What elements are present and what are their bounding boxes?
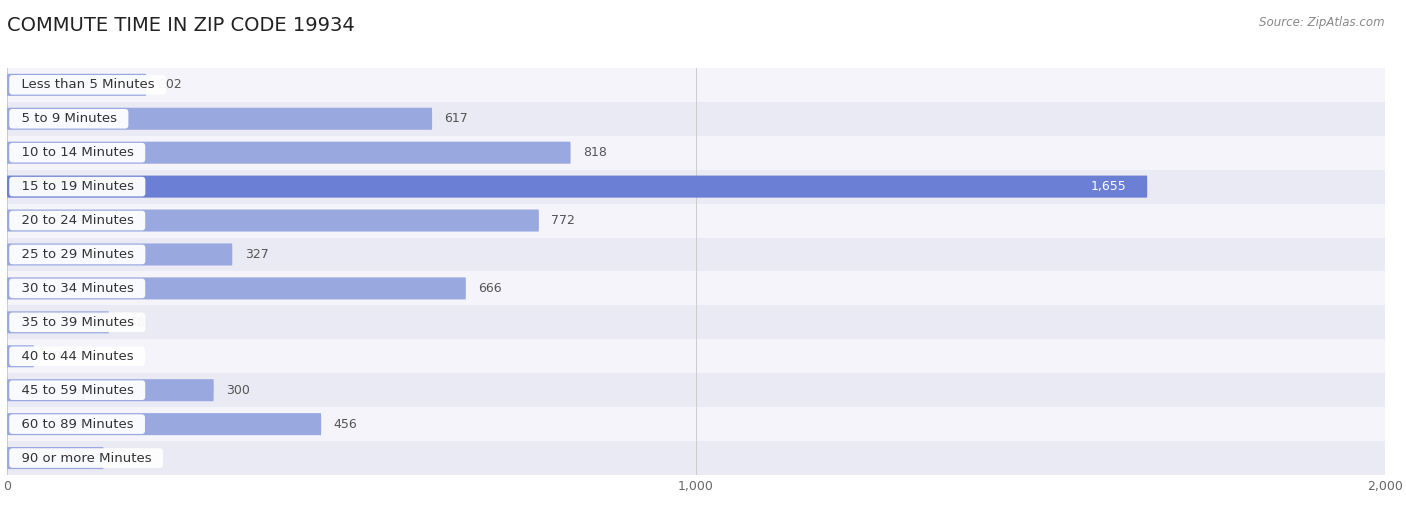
Text: 39: 39 [46,350,62,363]
Text: 30 to 34 Minutes: 30 to 34 Minutes [13,282,142,295]
FancyBboxPatch shape [7,413,321,435]
FancyBboxPatch shape [7,345,34,367]
Text: 25 to 29 Minutes: 25 to 29 Minutes [13,248,142,261]
Text: 15 to 19 Minutes: 15 to 19 Minutes [13,180,142,193]
Text: 818: 818 [583,146,607,159]
Bar [7,238,1385,271]
FancyBboxPatch shape [7,379,214,401]
Bar [7,441,1385,475]
Bar [7,204,1385,238]
Text: 10 to 14 Minutes: 10 to 14 Minutes [13,146,142,159]
Bar [7,305,1385,339]
Text: 617: 617 [444,112,468,125]
FancyBboxPatch shape [7,277,465,300]
Text: 140: 140 [115,452,139,465]
Bar [7,68,1385,102]
Text: 327: 327 [245,248,269,261]
Bar [7,170,1385,204]
Bar [7,136,1385,170]
Bar [7,373,1385,407]
Text: 40 to 44 Minutes: 40 to 44 Minutes [13,350,142,363]
FancyBboxPatch shape [7,175,1147,198]
Text: 1,655: 1,655 [1091,180,1126,193]
Text: 60 to 89 Minutes: 60 to 89 Minutes [13,418,142,431]
Bar [7,102,1385,136]
Text: 20 to 24 Minutes: 20 to 24 Minutes [13,214,142,227]
Bar [7,339,1385,373]
Text: 202: 202 [159,78,183,91]
Text: 456: 456 [333,418,357,431]
Bar [7,271,1385,305]
FancyBboxPatch shape [7,243,232,266]
Text: 772: 772 [551,214,575,227]
Text: 666: 666 [478,282,502,295]
Text: COMMUTE TIME IN ZIP CODE 19934: COMMUTE TIME IN ZIP CODE 19934 [7,16,354,34]
FancyBboxPatch shape [7,74,146,96]
FancyBboxPatch shape [7,311,110,334]
Bar [7,407,1385,441]
Text: 5 to 9 Minutes: 5 to 9 Minutes [13,112,125,125]
Text: 300: 300 [226,384,250,397]
Text: Source: ZipAtlas.com: Source: ZipAtlas.com [1260,16,1385,29]
FancyBboxPatch shape [7,141,571,164]
FancyBboxPatch shape [7,209,538,232]
Text: Less than 5 Minutes: Less than 5 Minutes [13,78,163,91]
FancyBboxPatch shape [7,447,104,469]
FancyBboxPatch shape [7,108,432,130]
Text: 148: 148 [121,316,145,329]
Text: 90 or more Minutes: 90 or more Minutes [13,452,160,465]
Text: 45 to 59 Minutes: 45 to 59 Minutes [13,384,142,397]
Text: 35 to 39 Minutes: 35 to 39 Minutes [13,316,142,329]
